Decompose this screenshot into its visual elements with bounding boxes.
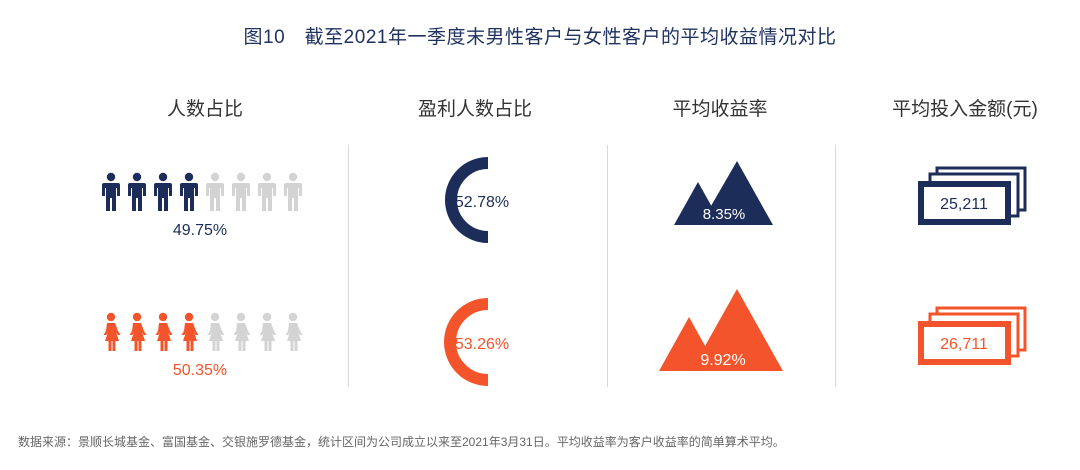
female-return-mountain: 9.92% <box>659 289 783 371</box>
male-profit-arc: 52.78% <box>445 157 509 243</box>
male-person-icon <box>102 172 120 211</box>
female-person-icon <box>103 312 121 351</box>
female-person-icon <box>233 312 251 351</box>
male-person-icon <box>180 172 198 211</box>
female-person-icon <box>181 312 199 351</box>
male-mountain-large <box>700 161 773 225</box>
female-mountain-large <box>691 289 783 371</box>
header-avg-investment: 平均投入金额(元) <box>892 99 1038 120</box>
male-person-icon <box>128 172 146 211</box>
divider-3 <box>835 145 836 387</box>
male-avg-return-label: 8.35% <box>703 206 746 223</box>
divider-2 <box>607 145 608 387</box>
male-person-icon <box>154 172 172 211</box>
male-person-icon <box>284 172 302 211</box>
footnote: 数据来源：景顺长城基金、富国基金、交银施罗德基金，统计区间为公司成立以来至202… <box>18 435 785 449</box>
male-profit-share-label: 52.78% <box>455 194 509 211</box>
female-money-icon: 26,711 <box>918 306 1027 365</box>
male-person-icon <box>258 172 276 211</box>
female-person-icon <box>155 312 173 351</box>
male-return-mountain: 8.35% <box>674 161 773 225</box>
male-people-share-label: 49.75% <box>172 222 228 239</box>
header-people-share: 人数占比 <box>166 99 243 120</box>
divider-1 <box>348 145 349 387</box>
male-profit-arc-path <box>445 157 489 243</box>
male-people-icons <box>100 172 304 212</box>
female-person-icon <box>259 312 277 351</box>
female-avg-investment-label: 26,711 <box>940 336 988 353</box>
female-people-icons <box>100 312 304 352</box>
female-avg-return-label: 9.92% <box>700 352 745 369</box>
female-person-icon <box>285 312 303 351</box>
chart-title: 图10 截至2021年一季度末男性客户与女性客户的平均收益情况对比 <box>243 27 837 48</box>
female-people-share-label: 50.35% <box>172 362 228 379</box>
male-avg-investment-label: 25,211 <box>940 196 988 213</box>
male-money-icon: 25,211 <box>918 166 1027 225</box>
male-person-icon <box>232 172 250 211</box>
header-avg-return: 平均收益率 <box>672 99 768 120</box>
female-profit-arc: 53.26% <box>444 298 509 386</box>
male-person-icon <box>206 172 224 211</box>
female-person-icon <box>207 312 225 351</box>
female-profit-arc-path <box>444 298 489 386</box>
female-person-icon <box>129 312 147 351</box>
header-profit-share: 盈利人数占比 <box>417 99 532 120</box>
female-profit-share-label: 53.26% <box>455 336 509 353</box>
